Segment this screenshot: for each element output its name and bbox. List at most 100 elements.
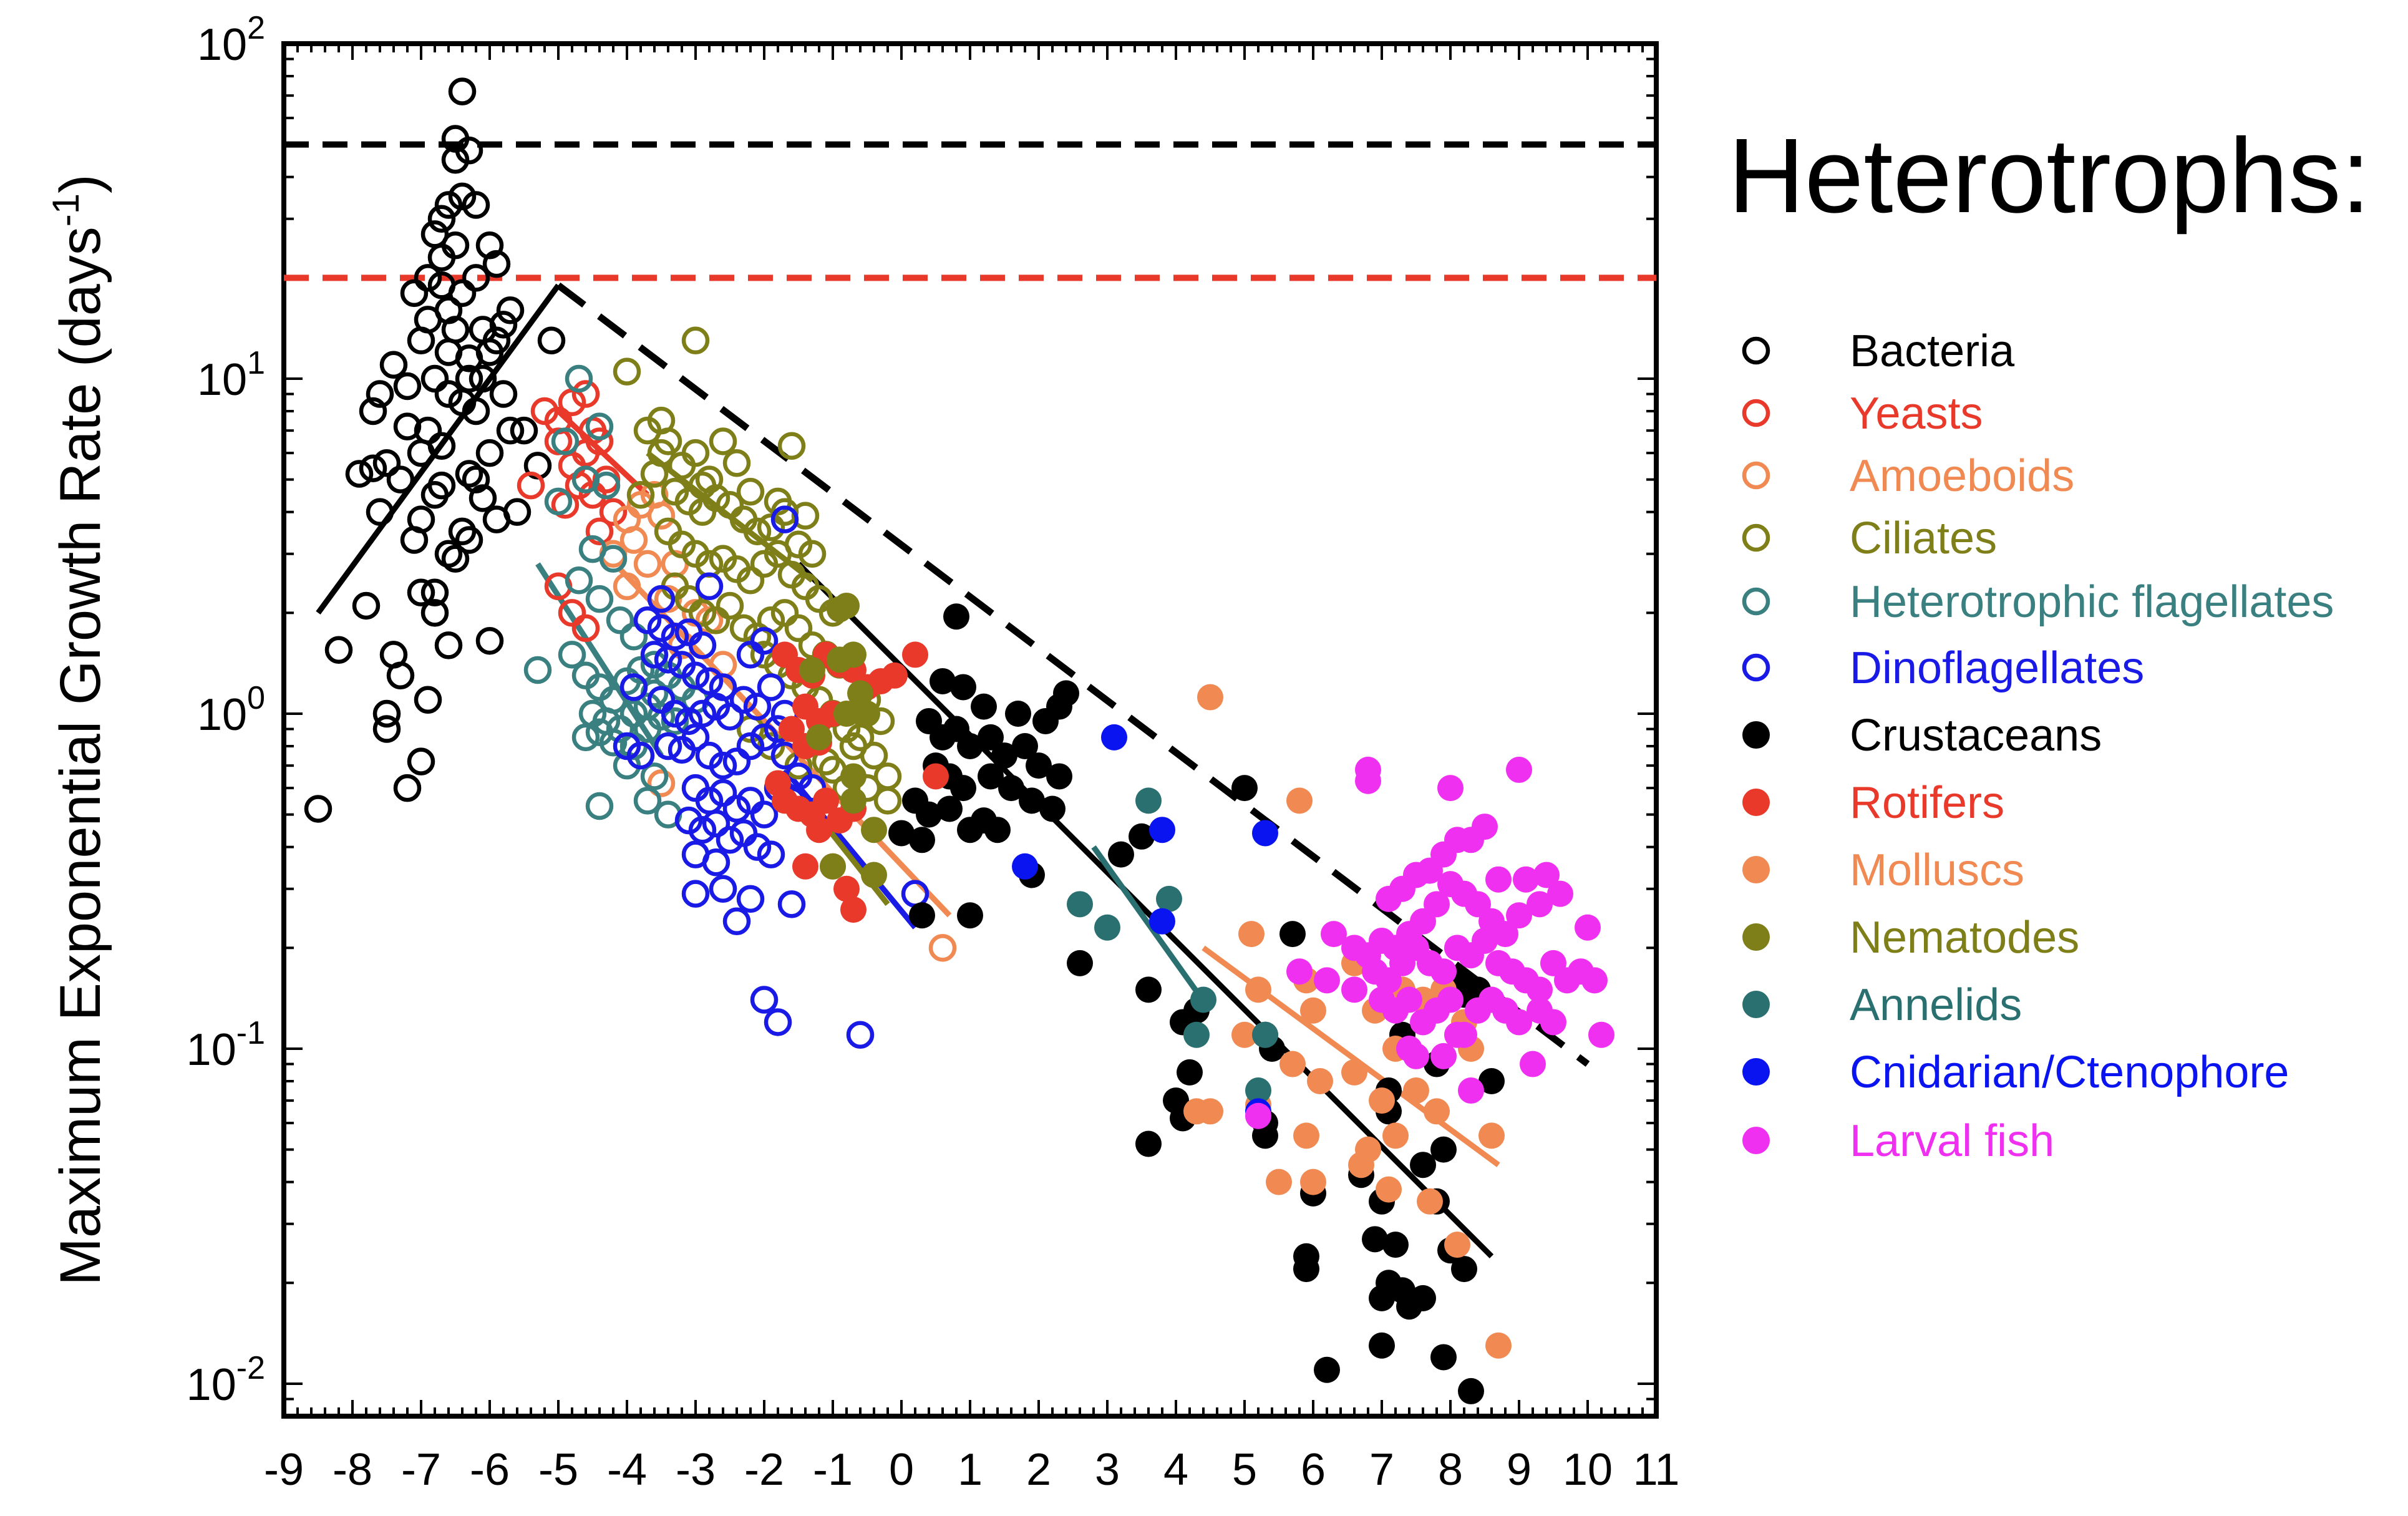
data-point [1424, 1098, 1450, 1125]
data-point [420, 578, 449, 606]
data-point [1190, 986, 1216, 1013]
y-tick-label: 102 [197, 10, 265, 70]
data-point [633, 715, 662, 743]
legend-item: Annelids [1742, 980, 2022, 1030]
data-point [352, 591, 381, 620]
data-point [455, 344, 483, 372]
data-point [765, 770, 791, 797]
data-point [791, 502, 820, 530]
data-point [854, 700, 880, 727]
legend-item: Nematodes [1742, 913, 2079, 963]
series-molluscs [1183, 684, 1512, 1359]
data-point [510, 416, 538, 445]
y-tick-exponent: 0 [247, 680, 265, 716]
data-point [496, 416, 525, 445]
data-point [400, 526, 429, 554]
data-point [1177, 1059, 1203, 1086]
data-point [1527, 976, 1553, 1003]
data-point [441, 145, 470, 174]
data-point [928, 934, 957, 962]
data-point [304, 795, 333, 823]
data-point [1581, 967, 1608, 994]
data-point [1376, 1176, 1402, 1203]
data-point [1355, 767, 1381, 794]
data-point [1430, 1344, 1457, 1371]
data-point [647, 769, 676, 797]
data-point [427, 271, 456, 299]
data-point [681, 723, 710, 752]
data-point [764, 487, 792, 516]
data-point [626, 656, 655, 684]
series-nematodes [799, 592, 887, 888]
data-point [1451, 1256, 1477, 1283]
data-point [779, 716, 805, 742]
data-point [1231, 1021, 1258, 1048]
data-point [613, 732, 641, 760]
data-point [434, 540, 463, 568]
y-tick-base: 10 [197, 355, 247, 405]
y-tick-exponent: -1 [236, 1015, 265, 1051]
data-point [1540, 1009, 1566, 1036]
y-axis-label-text: Maximum Exponential Growth Rate (days [49, 226, 112, 1286]
y-axis-label: Maximum Exponential Growth Rate (days-1) [45, 174, 112, 1286]
data-point [1300, 1169, 1326, 1195]
data-point [1485, 866, 1512, 893]
data-point [606, 606, 634, 634]
data-point [1183, 1021, 1210, 1048]
data-point [393, 774, 422, 802]
data-point [393, 412, 422, 440]
data-point [736, 566, 765, 595]
data-point [619, 699, 648, 728]
data-point [544, 487, 573, 516]
data-point [695, 667, 724, 696]
legend-label: Molluscs [1850, 845, 2024, 895]
y-axis-label-close: ) [49, 174, 112, 193]
data-point [1238, 921, 1265, 948]
data-point [702, 606, 731, 634]
data-point [729, 686, 758, 714]
data-point [873, 787, 902, 815]
data-point [1341, 935, 1367, 961]
y-tick-label: 10-1 [187, 1015, 265, 1075]
data-point [1369, 1087, 1395, 1114]
data-point [1245, 1077, 1271, 1104]
data-point [936, 795, 963, 822]
data-point [736, 732, 765, 760]
data-point [1032, 707, 1059, 734]
data-point [1376, 885, 1402, 912]
x-tick-label: 3 [1095, 1445, 1120, 1495]
data-point [833, 700, 860, 727]
data-point [1156, 885, 1182, 912]
data-point [743, 692, 772, 721]
data-point [950, 775, 976, 802]
data-point [757, 840, 785, 868]
data-point [757, 673, 785, 701]
legend-label: Crustaceans [1850, 711, 2102, 760]
data-point [1321, 921, 1347, 948]
data-point [1417, 1188, 1443, 1215]
data-point [1513, 866, 1539, 893]
legend-label: Ciliates [1850, 513, 1997, 563]
data-point [709, 751, 737, 780]
legend-marker [1742, 1127, 1770, 1154]
data-point [1314, 967, 1340, 994]
data-point [688, 815, 717, 844]
x-tick-label: 0 [889, 1445, 914, 1495]
y-tick-label: 10-2 [187, 1350, 265, 1410]
data-point [820, 853, 846, 880]
data-point [496, 296, 525, 324]
data-point [1444, 1021, 1470, 1048]
x-tick-label: -1 [813, 1445, 853, 1495]
data-point [813, 787, 839, 814]
data-point [1437, 986, 1464, 1013]
data-point [1369, 1332, 1395, 1359]
data-point [1575, 914, 1601, 941]
legend-item: Crustaceans [1742, 711, 2102, 760]
data-point [777, 432, 806, 460]
data-point [1458, 1378, 1484, 1404]
data-point [359, 397, 387, 425]
data-point [1135, 976, 1162, 1003]
data-point [978, 763, 1004, 790]
data-point [743, 517, 772, 546]
data-point [420, 364, 449, 393]
